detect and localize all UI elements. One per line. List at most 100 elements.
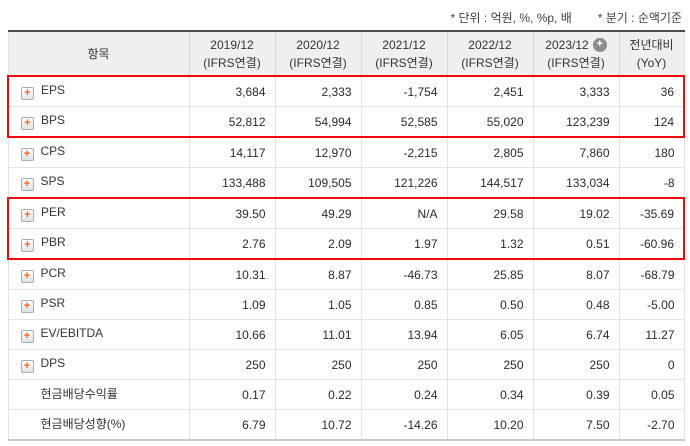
expand-plus-icon[interactable]: + — [20, 270, 34, 283]
value-cell: 2,333 — [274, 75, 362, 107]
column-header: 2023/12 + (IFRS연결) — [532, 30, 620, 77]
value-cell: 0.39 — [532, 379, 620, 410]
value-cell: 0.48 — [532, 289, 620, 320]
table-row: + BPS 52,812 54,994 52,585 55,020 123,239 124 — [7, 106, 685, 138]
row-label-cell: + DPS — [7, 349, 190, 380]
value-cell: -46.73 — [360, 258, 448, 290]
value-cell: 12,970 — [274, 136, 362, 168]
row-label-cell: + PBR — [7, 228, 190, 260]
column-standard: (IFRS연결) — [375, 55, 433, 70]
value-cell: -35.69 — [618, 197, 685, 229]
value-cell: 250 — [360, 349, 448, 380]
value-cell: 250 — [274, 349, 362, 380]
value-cell: 39.50 — [188, 197, 276, 229]
value-cell: 8.07 — [532, 258, 620, 290]
expand-plus-icon[interactable]: + — [20, 148, 34, 161]
table-row: + CPS 14,117 12,970 -2,215 2,805 7,860 180 — [7, 136, 685, 168]
value-cell: 0.50 — [446, 289, 534, 320]
row-label: PBR — [41, 235, 66, 249]
value-cell: 123,239 — [532, 106, 620, 138]
value-cell: 0.34 — [446, 379, 534, 410]
row-label-cell: + PSR — [7, 289, 190, 320]
row-label: PCR — [40, 266, 66, 280]
table-body: + EPS 3,684 2,333 -1,754 2,451 3,333 36 + BPS 52,8… — [7, 75, 685, 441]
column-period: 2023/12 — [545, 37, 589, 52]
row-label: PER — [41, 205, 66, 219]
row-label: 현금배당성향(%) — [40, 417, 126, 431]
value-cell: -68.79 — [618, 258, 685, 290]
value-cell: 250 — [532, 349, 620, 380]
row-label: CPS — [40, 144, 66, 158]
row-label: 현금배당수익률 — [40, 387, 118, 401]
value-cell: 109,505 — [274, 167, 362, 199]
value-cell: 0.05 — [618, 379, 685, 410]
column-standard: (IFRS연결) — [289, 55, 347, 70]
value-cell: 10.66 — [188, 319, 276, 350]
value-cell: 29.58 — [446, 197, 534, 229]
value-cell: N/A — [360, 197, 448, 229]
value-cell: 0 — [618, 349, 685, 380]
value-cell: 124 — [618, 106, 685, 138]
column-header: 2019/12 (IFRS연결) — [188, 30, 276, 77]
row-label-cell: + SPS — [7, 167, 190, 199]
table-row: + PCR 10.31 8.87 -46.73 25.85 8.07 -68.79 — [7, 258, 685, 290]
value-cell: -1,754 — [360, 75, 448, 107]
column-standard: (IFRS연결) — [547, 55, 605, 70]
table-row: + PER 39.50 49.29 N/A 29.58 19.02 -35.69 — [7, 197, 685, 229]
value-cell: 250 — [446, 349, 534, 380]
expand-plus-icon[interactable]: + — [20, 330, 34, 343]
row-label: BPS — [41, 113, 66, 127]
column-standard: (IFRS연결) — [461, 55, 519, 70]
column-header: 2021/12 (IFRS연결) — [360, 30, 448, 77]
value-cell: 0.24 — [360, 379, 448, 410]
value-cell: -2,215 — [360, 136, 448, 168]
value-cell: 2,805 — [446, 136, 534, 168]
expand-plus-icon[interactable]: + — [20, 300, 34, 313]
add-period-plus-icon[interactable]: + — [592, 37, 607, 52]
column-period: 전년대비 — [629, 37, 674, 52]
column-header: 2020/12 (IFRS연결) — [274, 30, 362, 77]
value-cell: -8 — [618, 167, 685, 199]
table-notes: * 단위 : 억원, %, %p, 배 * 분기 : 순액기준 — [0, 0, 690, 25]
basis-note: * 분기 : 순액기준 — [597, 11, 682, 25]
value-cell: 0.51 — [532, 228, 620, 260]
expand-plus-icon[interactable]: + — [21, 209, 34, 222]
value-cell: -5.00 — [618, 289, 685, 320]
value-cell: 7.50 — [532, 409, 620, 441]
row-label-cell: + CPS — [7, 136, 190, 168]
row-label: EPS — [41, 83, 66, 97]
value-cell: 52,585 — [360, 106, 448, 138]
per-share-ratios-table: 항목 2019/12 (IFRS연결) 2020/12 (IFRS연결) 2021/12… — [7, 30, 685, 441]
value-cell: 55,020 — [446, 106, 534, 138]
expand-plus-icon[interactable]: + — [21, 87, 34, 100]
value-cell: -14.26 — [360, 409, 448, 441]
table-row: + DPS 250 250 250 250 250 0 — [7, 349, 685, 380]
value-cell: 49.29 — [274, 197, 362, 229]
row-label: EV/EBITDA — [40, 326, 104, 340]
value-cell: 1.97 — [360, 228, 448, 260]
value-cell: 6.79 — [188, 409, 276, 441]
column-standard: (IFRS연결) — [203, 55, 261, 70]
value-cell: 6.74 — [532, 319, 620, 350]
expand-plus-icon[interactable]: + — [21, 117, 34, 130]
value-cell: 3,333 — [532, 75, 620, 107]
row-label: DPS — [40, 356, 66, 370]
header-row: 항목 2019/12 (IFRS연결) 2020/12 (IFRS연결) 2021/12… — [7, 30, 685, 77]
value-cell: 121,226 — [360, 167, 448, 199]
row-label-cell: + PCR — [7, 258, 190, 290]
value-cell: 180 — [618, 136, 685, 168]
expand-plus-icon[interactable]: + — [20, 178, 34, 191]
value-cell: 36 — [618, 75, 685, 107]
value-cell: 52,812 — [188, 106, 276, 138]
expand-plus-icon[interactable]: + — [20, 360, 34, 373]
column-period: 2022/12 — [468, 37, 512, 52]
value-cell: -60.96 — [618, 228, 685, 260]
value-cell: 0.22 — [274, 379, 362, 410]
value-cell: 10.72 — [274, 409, 362, 441]
value-cell: 25.85 — [446, 258, 534, 290]
expand-plus-icon[interactable]: + — [21, 239, 34, 252]
unit-note: * 단위 : 억원, %, %p, 배 — [450, 11, 572, 25]
value-cell: 13.94 — [360, 319, 448, 350]
